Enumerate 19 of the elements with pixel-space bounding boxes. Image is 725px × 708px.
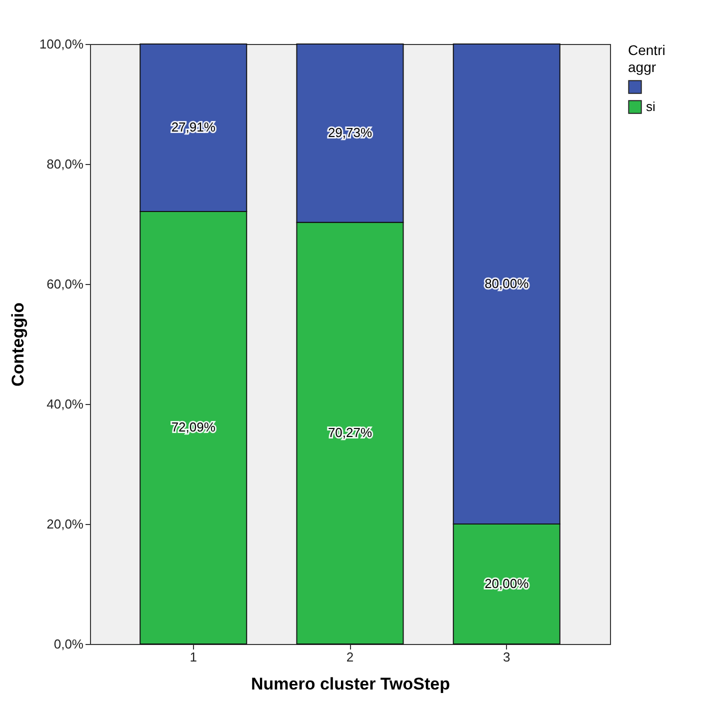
data-label: 29,73% — [328, 125, 372, 140]
x-tick-label: 3 — [503, 650, 510, 664]
y-tick-label: 60,0% — [46, 276, 84, 292]
y-tick-label: 80,0% — [46, 156, 84, 172]
y-tick-label: 100,0% — [39, 36, 84, 52]
y-tick-label: 20,0% — [46, 516, 84, 532]
data-label: 80,00% — [484, 276, 530, 291]
data-label: 20,00% — [484, 576, 530, 591]
data-label: 72,09% — [171, 420, 216, 435]
data-label: 27,91% — [171, 120, 216, 135]
x-tick-label: 1 — [190, 650, 197, 664]
x-tick-label: 2 — [346, 650, 354, 664]
y-tick-label: 0,0% — [54, 636, 84, 652]
y-tick-label: 40,0% — [46, 396, 84, 412]
x-axis-title: Numero cluster TwoStep — [251, 674, 450, 694]
legend-title: Centri aggr — [628, 42, 666, 75]
y-axis-title: Conteggio — [8, 302, 28, 387]
legend-label: si — [646, 99, 656, 114]
data-label: 70,27% — [328, 425, 372, 440]
